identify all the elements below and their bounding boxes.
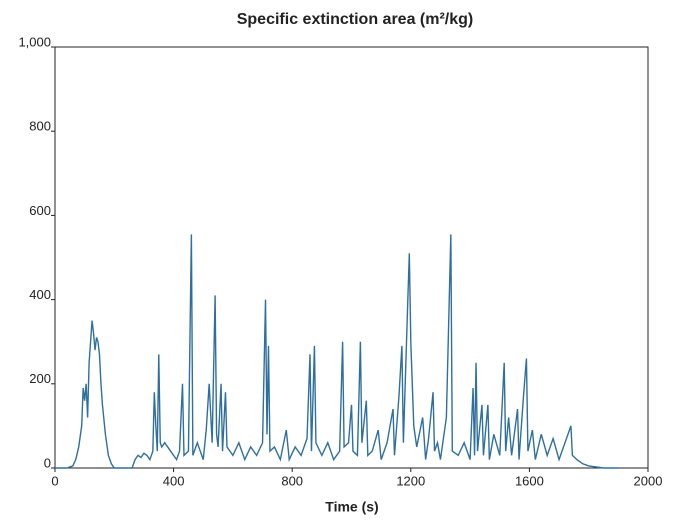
x-tick-label: 1600 [515,473,544,488]
y-tick-label: 1,000 [18,34,51,49]
x-tick-label: 0 [51,473,58,488]
x-axis-label: Time (s) [325,499,378,515]
data-line [55,234,619,469]
x-tick-label: 2000 [634,473,663,488]
x-tick-label: 1200 [396,473,425,488]
y-tick-label: 200 [29,371,51,386]
chart-title: Specific extinction area (m²/kg) [237,11,474,28]
y-tick-label: 400 [29,287,51,302]
plot-frame [54,46,649,469]
y-tick-label: 0 [44,455,51,470]
x-tick-label: 400 [163,473,185,488]
x-tick-label: 800 [281,473,303,488]
y-tick-label: 800 [29,119,51,134]
y-tick-label: 600 [29,203,51,218]
